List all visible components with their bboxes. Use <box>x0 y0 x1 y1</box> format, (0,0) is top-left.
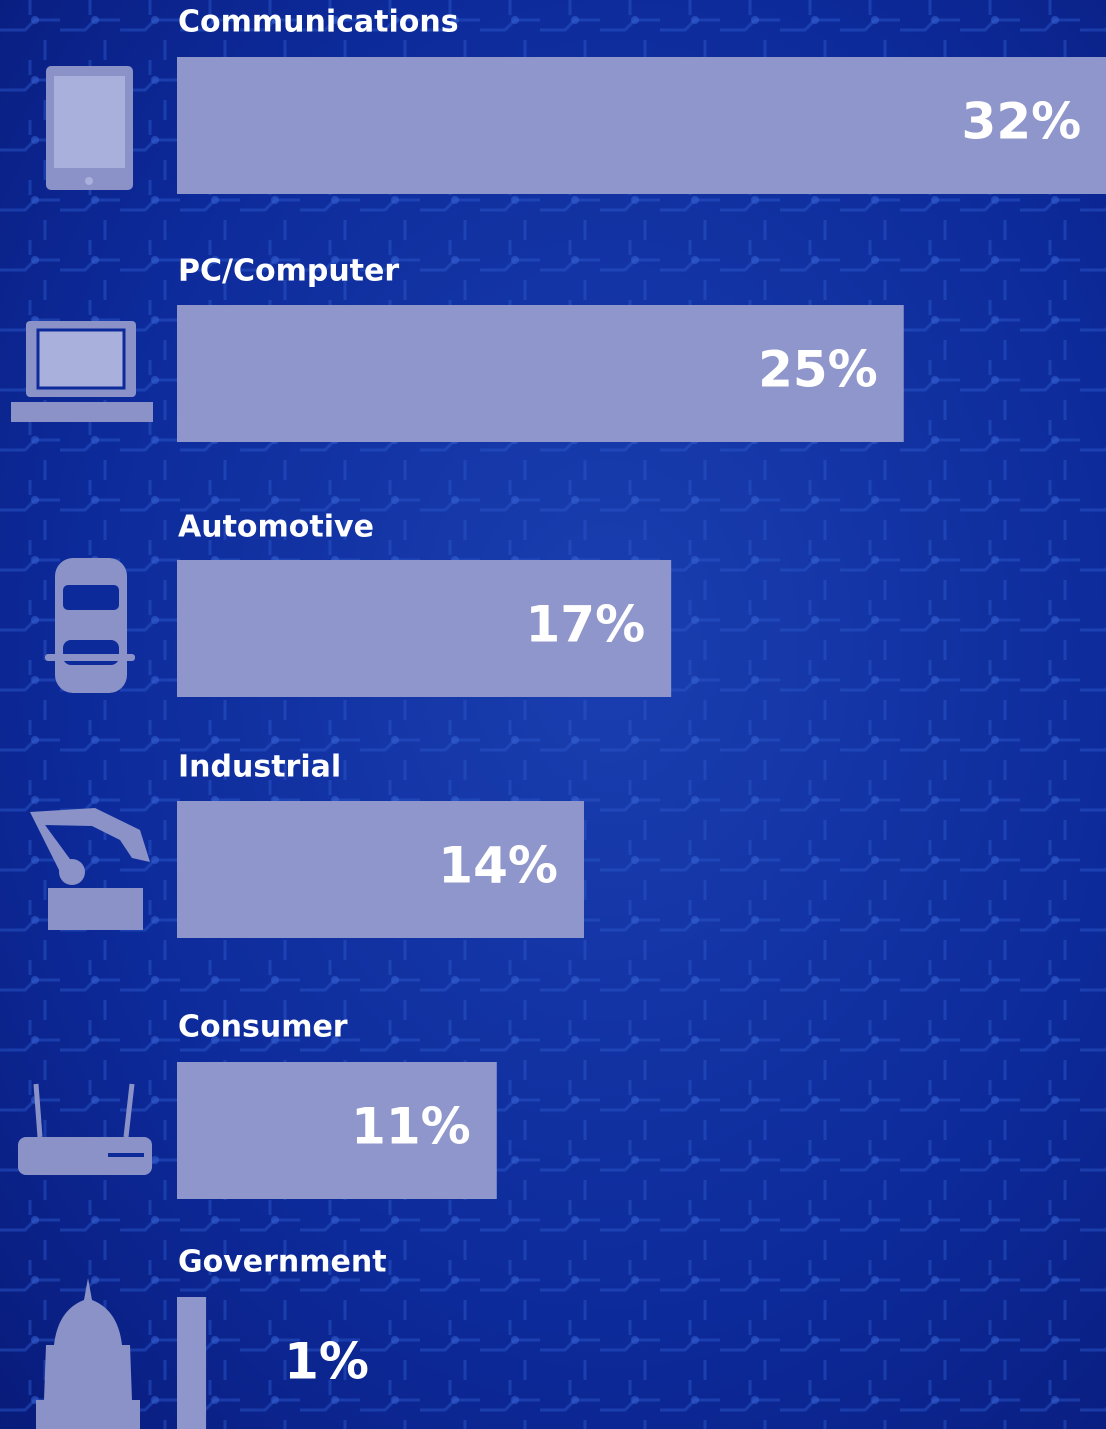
bar <box>177 560 672 697</box>
bar <box>177 1297 207 1429</box>
value-label: 25% <box>758 341 878 399</box>
category-label: PC/Computer <box>178 254 399 289</box>
bars: Communications 32% PC/Computer 25% Automotiv… <box>177 5 1106 1429</box>
category-label: Government <box>178 1245 387 1280</box>
value-label: 14% <box>438 837 558 895</box>
car-icon <box>55 558 127 693</box>
router-antenna <box>33 1083 43 1138</box>
value-label: 17% <box>526 596 646 654</box>
car-mirrors <box>45 654 135 661</box>
bar <box>177 305 904 442</box>
tablet-screen <box>54 76 125 168</box>
value-label: 1% <box>284 1333 369 1391</box>
robot-base <box>48 888 143 930</box>
bar <box>177 57 1106 194</box>
bar <box>177 1062 497 1199</box>
laptop-base <box>11 402 153 422</box>
value-label: 11% <box>351 1098 471 1156</box>
icons <box>11 66 153 1429</box>
car-window <box>63 585 119 610</box>
value-label: 32% <box>962 93 1082 151</box>
router-icon <box>18 1137 152 1175</box>
router-light <box>108 1153 144 1157</box>
robot-arm-icon <box>30 808 150 880</box>
bar <box>177 801 584 938</box>
category-label: Industrial <box>178 750 341 785</box>
category-label: Automotive <box>178 510 374 545</box>
laptop-screen <box>36 328 126 390</box>
category-label: Communications <box>178 5 459 40</box>
capitol-icon <box>36 1278 140 1429</box>
robot-joint <box>59 859 85 885</box>
tablet-button <box>85 177 93 185</box>
router-antenna <box>123 1083 135 1138</box>
car-windshield <box>63 640 119 665</box>
category-label: Consumer <box>178 1010 348 1045</box>
